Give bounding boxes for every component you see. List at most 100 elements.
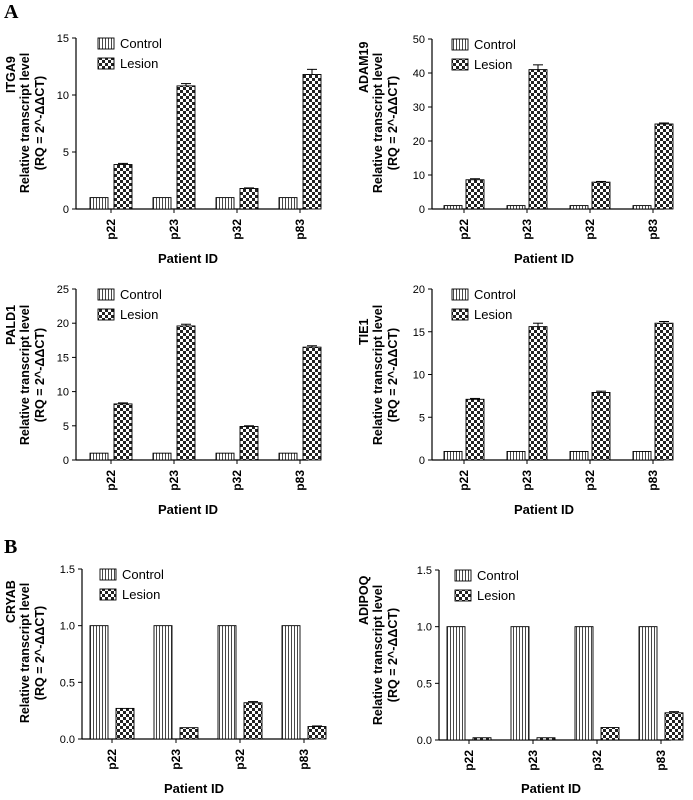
y-tick-label: 10: [57, 387, 69, 399]
x-axis-label: Patient ID: [158, 251, 218, 266]
bar-lesion-p83: [303, 347, 321, 460]
y-tick-label: 50: [413, 34, 425, 46]
x-tick-label-p23: p23: [520, 219, 534, 240]
legend-swatch-control: [98, 38, 114, 49]
bar-control-p23: [507, 451, 525, 460]
y-tick-label: 40: [413, 68, 425, 80]
legend-label-control: Control: [474, 37, 516, 52]
bar-lesion-p23: [537, 738, 555, 740]
x-tick-label-p32: p32: [233, 749, 247, 770]
bar-control-p22: [90, 626, 108, 739]
x-axis-label: Patient ID: [521, 781, 581, 796]
bar-control-p22: [447, 627, 465, 740]
y-label-gene: CRYAB: [4, 580, 18, 623]
bar-lesion-p22: [466, 399, 484, 460]
bar-control-p83: [633, 206, 651, 209]
legend-swatch-lesion: [455, 590, 471, 601]
legend: Control Lesion: [452, 37, 516, 72]
x-tick-label-p32: p32: [230, 219, 244, 240]
panel-label-a: A: [4, 1, 19, 23]
x-tick-label-p83: p83: [646, 219, 660, 240]
x-tick-label-p22: p22: [457, 219, 471, 240]
x-axis-label: Patient ID: [514, 502, 574, 517]
bar-lesion-p23: [529, 327, 547, 460]
y-tick-label: 5: [419, 412, 425, 424]
bar-lesion-p83: [665, 713, 683, 740]
y-label-gene: ADIPOQ: [357, 575, 371, 625]
chart-tie1: 0 5 10 15 20 p22 p23 p32 p83 Control Lesion TIE1 Rel…: [357, 284, 673, 517]
legend: Control Lesion: [98, 36, 162, 71]
y-tick-label: 0.0: [60, 734, 75, 746]
bar-lesion-p32: [592, 392, 610, 460]
y-axis-label: TIE1 Relative transcript level (RQ = 2^-ΔΔ…: [357, 305, 400, 445]
bar-lesion-p32: [240, 426, 258, 460]
y-tick-label: 10: [57, 90, 69, 102]
y-label-gene: ITGA9: [4, 56, 18, 93]
bar-control-p83: [639, 627, 657, 740]
legend-swatch-lesion: [452, 59, 468, 70]
y-tick-label: 0: [419, 455, 425, 467]
y-tick-label: 1.0: [417, 622, 432, 634]
x-tick-label-p22: p22: [105, 749, 119, 770]
y-tick-label: 0.5: [417, 678, 432, 690]
legend-swatch-lesion: [98, 58, 114, 69]
y-tick-label: 1.5: [60, 564, 75, 576]
y-axis-label: ADIPOQ Relative transcript level (RQ = 2^-…: [357, 575, 400, 725]
y-tick-label: 25: [57, 284, 69, 296]
legend-label-lesion: Lesion: [120, 307, 158, 322]
x-tick-label-p22: p22: [104, 470, 118, 491]
legend-label-lesion: Lesion: [120, 56, 158, 71]
panel-label-b: B: [4, 536, 17, 558]
bar-lesion-p83: [308, 727, 326, 739]
y-tick-label: 15: [57, 33, 69, 45]
y-tick-label: 10: [413, 170, 425, 182]
legend-label-lesion: Lesion: [122, 587, 160, 602]
y-label-line2: (RQ = 2^-ΔΔCT): [386, 608, 400, 702]
legend-swatch-lesion: [452, 309, 468, 320]
y-label-gene: PALD1: [4, 305, 18, 345]
bar-lesion-p23: [180, 728, 198, 739]
y-tick-label: 1.5: [417, 565, 432, 577]
y-label-line1: Relative transcript level: [371, 53, 385, 193]
figure: A B 051015p22 p23 p32 p83ControlLesionITGA9…: [0, 0, 693, 800]
legend-swatch-lesion: [100, 589, 116, 600]
bar-lesion-p83: [655, 124, 673, 209]
bar-control-p23: [154, 626, 172, 739]
bar-control-p83: [282, 626, 300, 739]
bar-control-p22: [444, 451, 462, 460]
legend-label-lesion: Lesion: [477, 588, 515, 603]
x-tick-label-p32: p32: [583, 219, 597, 240]
bar-control-p83: [279, 198, 297, 209]
bar-control-p22: [90, 453, 108, 460]
y-label-line2: (RQ = 2^-ΔΔCT): [33, 606, 47, 700]
y-tick-label: 0.5: [60, 677, 75, 689]
y-axis-label: ITGA9 Relative transcript level (RQ = 2^-Δ…: [4, 53, 47, 193]
bar-control-p23: [153, 453, 171, 460]
bar-lesion-p32: [240, 188, 258, 209]
y-label-line2: (RQ = 2^-ΔΔCT): [33, 76, 47, 170]
legend-label-control: Control: [122, 567, 164, 582]
bar-control-p32: [216, 453, 234, 460]
legend-swatch-control: [455, 570, 471, 581]
bar-control-p32: [218, 626, 236, 739]
bar-lesion-p23: [177, 326, 195, 460]
chart-adam19: 0 10 20 30 40 50 p22 p23 p32 p83 Control Lesion ADAM…: [357, 34, 673, 266]
y-tick-label: 10: [413, 370, 425, 382]
y-tick-label: 30: [413, 102, 425, 114]
y-label-line2: (RQ = 2^-ΔΔCT): [386, 328, 400, 422]
chart-itga9: 0 5 10 15 p22 p23 p32 p83 Control Lesion ITGA9 Rela…: [4, 33, 321, 266]
y-label-line1: Relative transcript level: [18, 305, 32, 445]
bar-lesion-p22: [473, 738, 491, 740]
y-tick-label: 15: [413, 327, 425, 339]
bar-lesion-p22: [116, 708, 134, 739]
x-tick-label-p23: p23: [526, 750, 540, 771]
chart-cryab: 0.0 0.5 1.0 1.5 p22 p23 p32 p83 Control Lesion CRY…: [4, 564, 326, 796]
x-tick-label-p83: p83: [654, 750, 668, 771]
bar-lesion-p22: [114, 165, 132, 209]
bar-control-p23: [153, 198, 171, 209]
y-tick-label: 5: [63, 421, 69, 433]
y-label-line1: Relative transcript level: [18, 583, 32, 723]
y-label-gene: TIE1: [357, 319, 371, 345]
y-axis-label: ADAM19 Relative transcript level (RQ = 2^-…: [357, 42, 400, 194]
x-tick-label-p32: p32: [230, 470, 244, 491]
